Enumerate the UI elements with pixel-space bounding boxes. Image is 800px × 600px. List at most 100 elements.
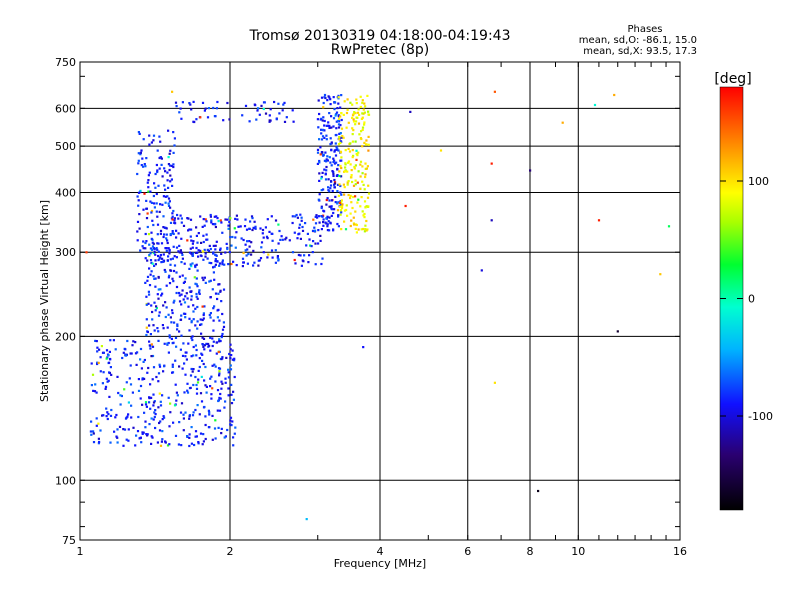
data-point [271,256,274,259]
data-point [244,243,247,246]
data-point [99,356,102,359]
data-point [152,242,155,245]
data-point [229,419,232,422]
data-point [360,228,363,231]
data-point [271,239,274,242]
data-point [161,418,164,421]
data-point [334,113,338,116]
data-point [102,351,105,354]
data-point [338,205,341,208]
data-point [186,239,189,242]
data-point [321,171,324,174]
data-point [219,392,222,396]
data-point [148,253,151,257]
data-point [218,396,221,399]
data-point [155,192,158,196]
data-point [105,349,109,352]
data-point [335,146,338,149]
data-point [149,273,152,276]
data-point [179,249,182,252]
data-point [157,406,160,409]
data-point [159,288,162,291]
data-point [229,348,232,351]
data-point [188,251,192,254]
data-point [230,383,233,386]
data-point [314,242,317,245]
data-point [355,120,358,123]
data-point [313,226,316,229]
data-point [357,228,360,231]
y-tick-label: 200 [55,330,76,343]
data-point [339,209,343,212]
data-point [347,147,350,150]
data-point [244,218,247,221]
data-point [204,423,207,427]
data-point [341,205,344,208]
data-point [191,338,194,342]
data-point [352,129,355,132]
y-tick-label: 750 [55,56,76,69]
data-point [363,188,366,191]
grid-lines [80,62,680,540]
data-point [294,215,297,218]
data-point [278,229,281,233]
data-point [345,208,348,212]
data-point [159,400,162,403]
data-point [264,226,267,229]
data-point [220,335,223,338]
data-point [191,242,194,245]
chart-subtitle: RwPretec (8p) [331,42,429,58]
data-point [230,424,233,427]
data-point [213,363,216,366]
data-point [328,156,331,159]
data-point [364,173,367,176]
data-point [207,409,210,412]
data-point [213,427,217,430]
data-point [198,413,201,416]
data-point [106,356,109,359]
data-point [210,397,213,400]
data-point [219,339,222,343]
data-point [156,248,159,251]
data-point [160,157,163,160]
data-point [92,441,96,444]
data-point [180,444,183,447]
data-point [109,414,113,417]
data-point [278,112,281,115]
data-point [277,242,280,245]
data-point [132,426,135,429]
data-point [173,219,176,222]
data-point [334,134,337,137]
data-point [232,436,235,439]
data-point [98,348,101,351]
data-point [246,262,249,265]
data-point [161,203,164,206]
data-point [365,229,368,232]
data-point [334,114,337,117]
data-point [159,404,163,407]
data-point [107,413,110,416]
data-point [220,221,223,224]
data-point [320,262,323,266]
data-point [322,116,325,119]
data-point [355,149,358,152]
data-point [192,240,195,243]
data-point [232,444,235,447]
data-point [142,138,145,141]
data-point [363,230,366,233]
data-point [207,249,211,252]
data-point [216,389,220,392]
data-point [234,236,237,239]
data-point [291,251,295,254]
data-point [161,430,164,433]
data-point [145,207,148,210]
x-tick-label: 1 [77,545,84,558]
data-point [164,315,167,319]
data-point [108,371,111,374]
data-point [200,323,203,326]
data-point [109,366,112,369]
data-point [156,441,159,444]
data-point [147,179,150,182]
data-point [168,168,171,172]
data-point [122,428,125,431]
